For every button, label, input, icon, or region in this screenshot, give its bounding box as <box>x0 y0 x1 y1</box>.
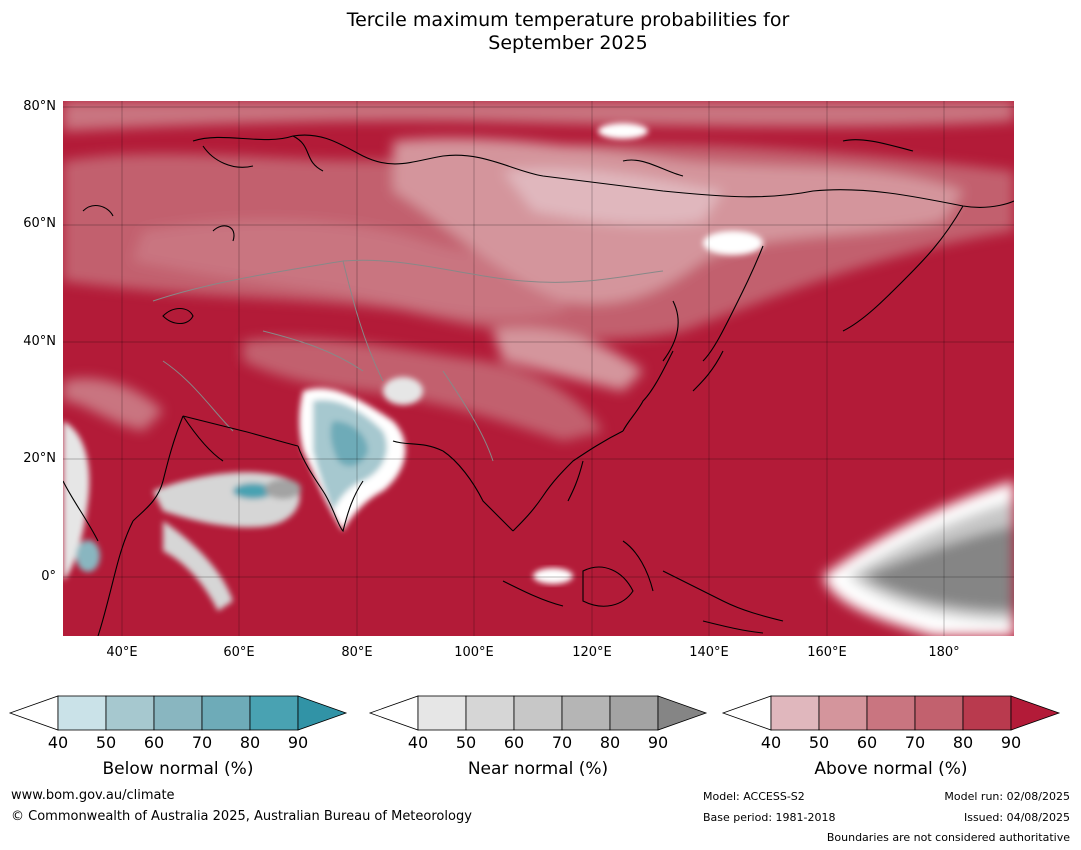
colorbar-extend-left <box>721 695 772 731</box>
colorbar-segment <box>866 695 916 731</box>
forecast-map <box>63 101 1014 636</box>
colorbar-above-normal <box>721 695 1061 731</box>
colorbar-tick-label: 90 <box>647 733 669 752</box>
lon-label-140e: 140°E <box>689 645 729 660</box>
colorbar-segment <box>513 695 563 731</box>
colorbar-tick-label: 50 <box>95 733 117 752</box>
lon-label-80e: 80°E <box>341 645 373 660</box>
lat-label-60n: 60°N <box>23 216 56 231</box>
colorbar-segment <box>770 695 820 731</box>
colorbar-tick-label: 70 <box>904 733 926 752</box>
model-text: Model: ACCESS-S2 <box>703 790 805 803</box>
colorbar-label-below: Below normal (%) <box>102 759 254 779</box>
arabian-sea-zones <box>63 421 301 611</box>
colorbar-tick-label: 50 <box>808 733 830 752</box>
borneo-patch <box>533 568 573 584</box>
lon-label-160e: 160°E <box>807 645 847 660</box>
country-borders <box>152 259 664 462</box>
colorbar-segment <box>962 695 1012 731</box>
lat-label-20n: 20°N <box>23 451 56 466</box>
colorbar-extend-right <box>1010 695 1061 731</box>
lat-label-40n: 40°N <box>23 334 56 349</box>
colorbar-tick-label: 50 <box>455 733 477 752</box>
colorbar-tick-label: 90 <box>1000 733 1022 752</box>
colorbar-segment <box>249 695 299 731</box>
colorbar-tick-label: 70 <box>551 733 573 752</box>
colorbar-tick-label: 60 <box>143 733 165 752</box>
colorbar-segment <box>818 695 868 731</box>
lon-label-180: 180° <box>928 645 960 660</box>
issued-text: Issued: 04/08/2025 <box>963 811 1070 824</box>
colorbar-segment <box>153 695 203 731</box>
colorbar-tick-label: 80 <box>239 733 261 752</box>
pacific-near-normal-zone <box>823 481 1014 636</box>
colorbar-tick-label: 70 <box>191 733 213 752</box>
colorbar-tick-label: 40 <box>47 733 69 752</box>
colorbar-extend-left <box>368 695 419 731</box>
colorbar-segment <box>201 695 251 731</box>
colorbar-label-near: Near normal (%) <box>467 759 609 779</box>
website-link[interactable]: www.bom.gov.au/climate <box>11 788 175 803</box>
map-title-line2: September 2025 <box>488 32 648 54</box>
colorbar-segment <box>465 695 515 731</box>
colorbar-tick-label: 60 <box>503 733 525 752</box>
map-title: Tercile maximum temperature probabilitie… <box>0 9 1081 55</box>
colorbar-extend-right <box>297 695 348 731</box>
colorbar-segment <box>57 695 107 731</box>
colorbar-tick-label: 40 <box>760 733 782 752</box>
map-title-line1: Tercile maximum temperature probabilitie… <box>346 9 790 31</box>
base-period-text: Base period: 1981-2018 <box>703 811 836 824</box>
colorbar-segment <box>609 695 659 731</box>
colorbar-near-normal <box>368 695 708 731</box>
coastlines <box>63 134 1014 636</box>
colorbar-tick-label: 40 <box>407 733 429 752</box>
copyright-text: © Commonwealth of Australia 2025, Austra… <box>11 809 472 824</box>
lon-label-40e: 40°E <box>106 645 138 660</box>
lon-label-60e: 60°E <box>223 645 255 660</box>
colorbar-tick-label: 80 <box>952 733 974 752</box>
colorbar-segment <box>105 695 155 731</box>
colorbar-extend-left <box>8 695 59 731</box>
northern-probability-zones <box>63 101 1014 441</box>
disclaimer-text: Boundaries are not considered authoritat… <box>826 831 1070 844</box>
colorbar-label-above: Above normal (%) <box>814 759 968 779</box>
lon-label-120e: 120°E <box>572 645 612 660</box>
colorbar-below-normal <box>8 695 348 731</box>
colorbar-segment <box>417 695 467 731</box>
colorbar-extend-right <box>657 695 708 731</box>
white-patches <box>383 123 763 405</box>
colorbar-tick-label: 90 <box>287 733 309 752</box>
lat-label-80n: 80°N <box>23 99 56 114</box>
colorbar-tick-label: 60 <box>856 733 878 752</box>
colorbar-segment <box>914 695 964 731</box>
lon-label-100e: 100°E <box>454 645 494 660</box>
model-run-text: Model run: 02/08/2025 <box>944 790 1070 803</box>
colorbar-segment <box>561 695 611 731</box>
forecast-map-svg <box>63 101 1014 636</box>
colorbar-tick-label: 80 <box>599 733 621 752</box>
lat-label-0: 0° <box>41 569 56 584</box>
